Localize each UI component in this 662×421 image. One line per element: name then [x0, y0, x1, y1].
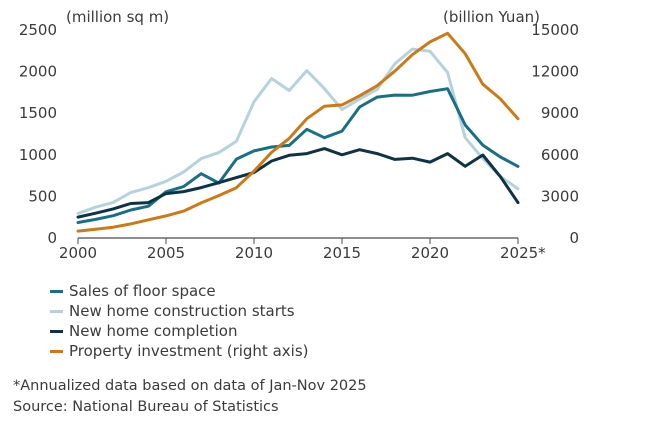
right-tick-label: 15000 [531, 21, 579, 39]
legend-item-sales: Sales of floor space [50, 281, 308, 301]
x-tick-label: 2020 [411, 244, 449, 262]
legend-item-completion: New home completion [50, 321, 308, 341]
legend-swatch-sales [50, 289, 63, 293]
footnote: *Annualized data based on data of Jan-No… [13, 378, 367, 394]
legend-label-investment: Property investment (right axis) [69, 342, 309, 360]
series-line-2 [76, 147, 520, 219]
x-tick-label: 2000 [59, 244, 97, 262]
source-note: Source: National Bureau of Statistics [13, 399, 279, 415]
legend: Sales of floor space New home constructi… [50, 281, 308, 361]
legend-swatch-completion [50, 329, 63, 333]
legend-label-sales: Sales of floor space [69, 282, 216, 300]
series-line-3 [76, 31, 520, 233]
legend-item-investment: Property investment (right axis) [50, 341, 308, 361]
left-tick-label: 2000 [19, 63, 57, 81]
right-tick-label: 3000 [541, 187, 579, 205]
right-axis-unit-label: (billion Yuan) [443, 8, 540, 26]
x-tick-label: 2025* [500, 244, 546, 262]
series-lines [76, 31, 520, 233]
x-tick-label: 2005 [147, 244, 185, 262]
chart-notes: *Annualized data based on data of Jan-No… [13, 376, 367, 418]
left-tick-label: 2500 [19, 21, 57, 39]
left-axis-unit-label: (million sq m) [66, 8, 169, 26]
right-tick-label: 9000 [541, 104, 579, 122]
left-tick-label: 1000 [19, 146, 57, 164]
right-tick-label: 12000 [531, 63, 579, 81]
left-tick-label: 500 [28, 187, 57, 205]
series-line-1 [76, 47, 520, 215]
x-tick-label: 2015 [323, 244, 361, 262]
legend-swatch-investment [50, 349, 63, 353]
right-tick-label: 0 [569, 229, 579, 247]
right-tick-label: 6000 [541, 146, 579, 164]
legend-label-completion: New home completion [69, 322, 238, 340]
x-axis-ticks: 2000 2005 2010 2015 2020 2025* [59, 238, 546, 262]
left-tick-label: 1500 [19, 104, 57, 122]
x-tick-label: 2010 [235, 244, 273, 262]
left-tick-label: 0 [47, 229, 57, 247]
series-line-0 [76, 87, 520, 224]
legend-item-starts: New home construction starts [50, 301, 308, 321]
right-axis-ticks: 0 3000 6000 9000 12000 15000 [531, 21, 579, 247]
legend-swatch-starts [50, 309, 63, 313]
left-axis-ticks: 0 500 1000 1500 2000 2500 [19, 21, 57, 247]
legend-label-starts: New home construction starts [69, 302, 295, 320]
